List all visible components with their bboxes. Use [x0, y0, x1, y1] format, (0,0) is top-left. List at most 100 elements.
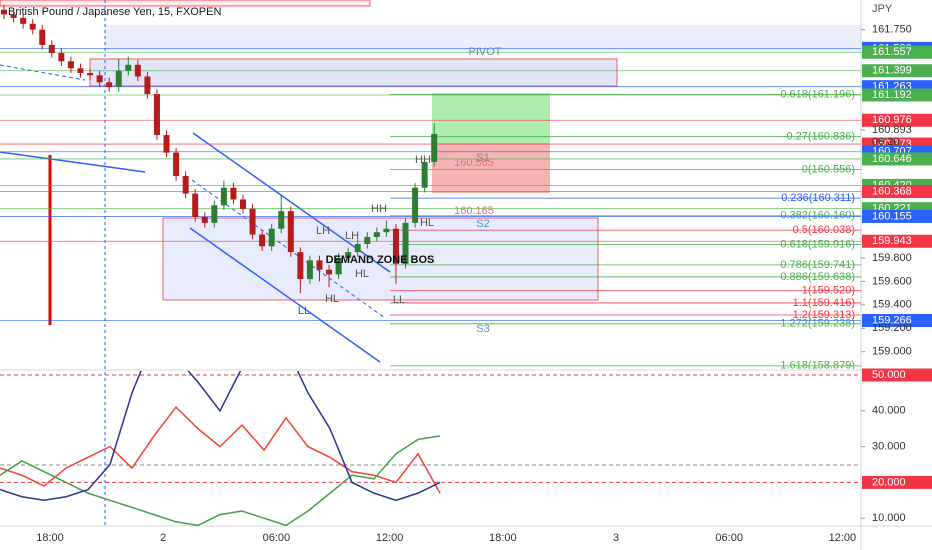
channel-bottom: [189, 227, 381, 363]
time-label: 06:00: [263, 532, 291, 544]
annotation: HH: [371, 203, 387, 215]
candle-body: [354, 243, 361, 253]
time-label: 12:00: [376, 532, 404, 544]
fib-label: 1.2(159.313): [793, 309, 855, 321]
candle-body: [182, 176, 189, 194]
annotation: S3: [476, 323, 489, 335]
price-label: 159.400: [872, 299, 912, 311]
candle-body: [421, 161, 428, 188]
fib-label: 0(160.556): [802, 163, 855, 175]
candle-body: [306, 260, 313, 280]
target-box: [432, 93, 550, 143]
trend-line: [0, 151, 146, 173]
candle-body: [392, 228, 399, 264]
fib-label: 1(159.520): [802, 285, 855, 297]
indicator-line: [0, 406, 441, 494]
price-label: 159.600: [872, 275, 912, 287]
candle-body: [77, 68, 84, 73]
price-badge: [862, 152, 932, 166]
candle-body: [115, 70, 122, 88]
annotation: HL: [420, 217, 434, 229]
time-label: 2: [160, 532, 166, 544]
price-label: 161.750: [872, 24, 912, 36]
price-label: 161.399: [872, 65, 912, 77]
fib-label: 1.272(159.238): [780, 318, 855, 330]
price-label: 160.646: [872, 153, 912, 165]
candle-body: [335, 257, 342, 275]
candle-body: [211, 205, 218, 223]
candle-body: [383, 228, 390, 233]
fib-label: 1.1(159.416): [793, 297, 855, 309]
price-label: 160.155: [872, 210, 912, 222]
candle-body: [201, 217, 208, 223]
candle-body: [58, 53, 65, 62]
price-label: 159.200: [872, 322, 912, 334]
candle-body: [345, 252, 352, 258]
annotation: LL: [393, 294, 405, 306]
indicator-line: [0, 371, 441, 502]
trend-line-dashed: [0, 64, 86, 81]
price-label: 159.000: [872, 346, 912, 358]
candle-body: [125, 64, 132, 71]
candle-body: [402, 222, 409, 264]
candle-body: [373, 232, 380, 237]
price-badge: [862, 184, 932, 198]
indicator-label: 30.000: [872, 441, 906, 453]
time-label: 3: [613, 532, 619, 544]
candle-body: [144, 76, 151, 95]
candle-body: [163, 135, 170, 153]
price-badge: [862, 45, 932, 59]
candle-body: [192, 193, 199, 218]
price-badge: [862, 314, 932, 328]
fib-label: 0.786(159.741): [780, 259, 855, 271]
annotation: S2: [476, 218, 489, 230]
annotation: 160.165: [454, 205, 494, 217]
candle-body: [48, 44, 55, 54]
indicator-label: 20.000: [872, 476, 906, 488]
price-label: 159.943: [872, 235, 912, 247]
fib-label: 0.382(160.160): [780, 210, 855, 222]
indicator-badge: [862, 475, 932, 489]
price-label: 161.557: [872, 46, 912, 58]
candle-body: [20, 17, 27, 24]
candle-body: [297, 252, 304, 280]
countdown: 06:20: [872, 136, 900, 148]
indicator-label: 10.000: [872, 512, 906, 524]
candle-body: [39, 29, 46, 45]
fib-label: -0.27(160.836): [783, 131, 855, 143]
supply-zone: [89, 58, 618, 87]
candle-body: [268, 228, 275, 247]
price-badge: [862, 113, 932, 127]
candle-body: [134, 64, 141, 77]
candle-body: [412, 187, 419, 223]
time-label: 12:00: [829, 532, 857, 544]
price-label: 160.976: [872, 114, 912, 126]
candle-body: [326, 269, 333, 275]
chart-title: British Pound / Japanese Yen, 15, FXOPEN: [8, 6, 221, 18]
fib-label: 0.236(160.311): [781, 192, 855, 204]
indicator-lines: [0, 371, 441, 526]
annotation: LH: [345, 230, 359, 242]
price-label: 161.192: [872, 89, 912, 101]
demand-zone: [162, 217, 599, 301]
annotation: 160.565: [454, 157, 494, 169]
annotation: S1: [476, 152, 489, 164]
candle-body: [249, 208, 256, 235]
fib-label: 1.618(158.879): [780, 360, 855, 372]
fib-label: -0.618(161.196): [777, 88, 855, 100]
price-label: 160.368: [872, 185, 912, 197]
fib-label: 0.886(159.638): [780, 271, 855, 283]
price-label: 159.800: [872, 252, 912, 264]
candle-body: [278, 211, 285, 229]
stop-box: [432, 143, 550, 193]
price-label: 160.893: [872, 124, 912, 136]
currency: JPY: [872, 3, 893, 15]
candle-body: [10, 14, 17, 18]
candle-body: [220, 187, 227, 206]
indicator-label: 50.000: [872, 369, 906, 381]
candle-body: [240, 199, 246, 209]
annotation: PIVOT: [468, 46, 501, 58]
annotation: HH: [415, 154, 431, 166]
top-frame: [0, 0, 371, 7]
